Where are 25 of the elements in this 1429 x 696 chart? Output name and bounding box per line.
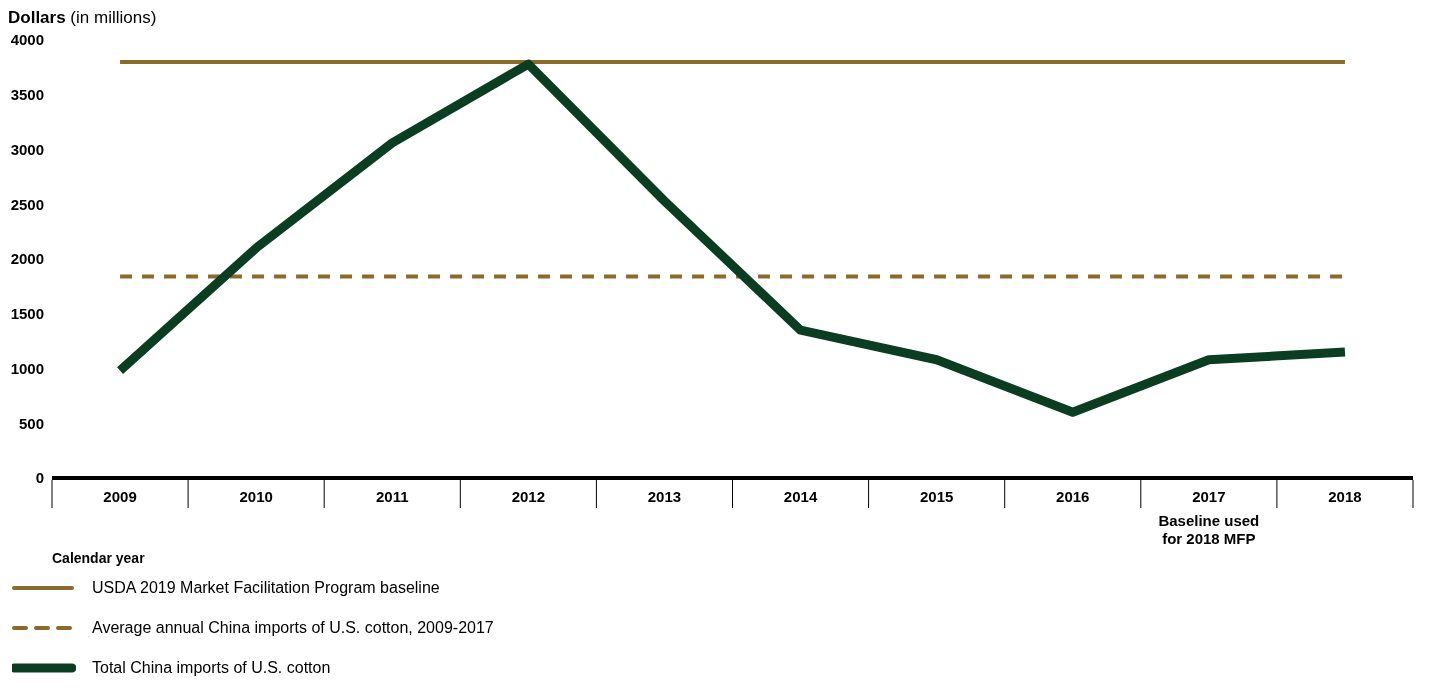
x-axis-title: Calendar year [52,550,145,566]
y-tick-label: 3500 [10,86,44,104]
y-tick-label: 2000 [10,250,44,268]
y-tick-label: 1500 [10,305,44,323]
x-tick-label: 2017 [1192,488,1226,505]
legend-label: USDA 2019 Market Facilitation Program baseline [92,579,440,597]
x-tick-label: 2009 [103,488,137,505]
legend-label: Average annual China imports of U.S. cotton, 2009-2017 [92,619,494,637]
legend-label: Total China imports of U.S. cotton [92,659,331,677]
x-tick-label: 2015 [919,488,954,505]
x-tick-label: 2016 [1056,488,1090,505]
y-tick-label: 0 [35,469,44,487]
y-tick-label: 4000 [10,31,44,49]
y-tick-label: 500 [18,414,44,432]
y-tick-label: 1000 [10,359,44,377]
x-tick-label: 2014 [783,488,818,505]
y-tick-label: 3000 [10,140,44,158]
y-tick-label: 2500 [10,195,44,213]
x-tick-label: 2012 [511,488,546,505]
text: Baseline used for 2018 MFP [1158,512,1260,547]
y-axis-title: Dollars (in millions) [8,8,157,28]
x-tick-label: 2018 [1328,488,1362,505]
x-tick-label: 2011 [375,488,409,505]
x-tick-label: 2010 [239,488,273,505]
x-tick-label: 2013 [647,488,682,505]
